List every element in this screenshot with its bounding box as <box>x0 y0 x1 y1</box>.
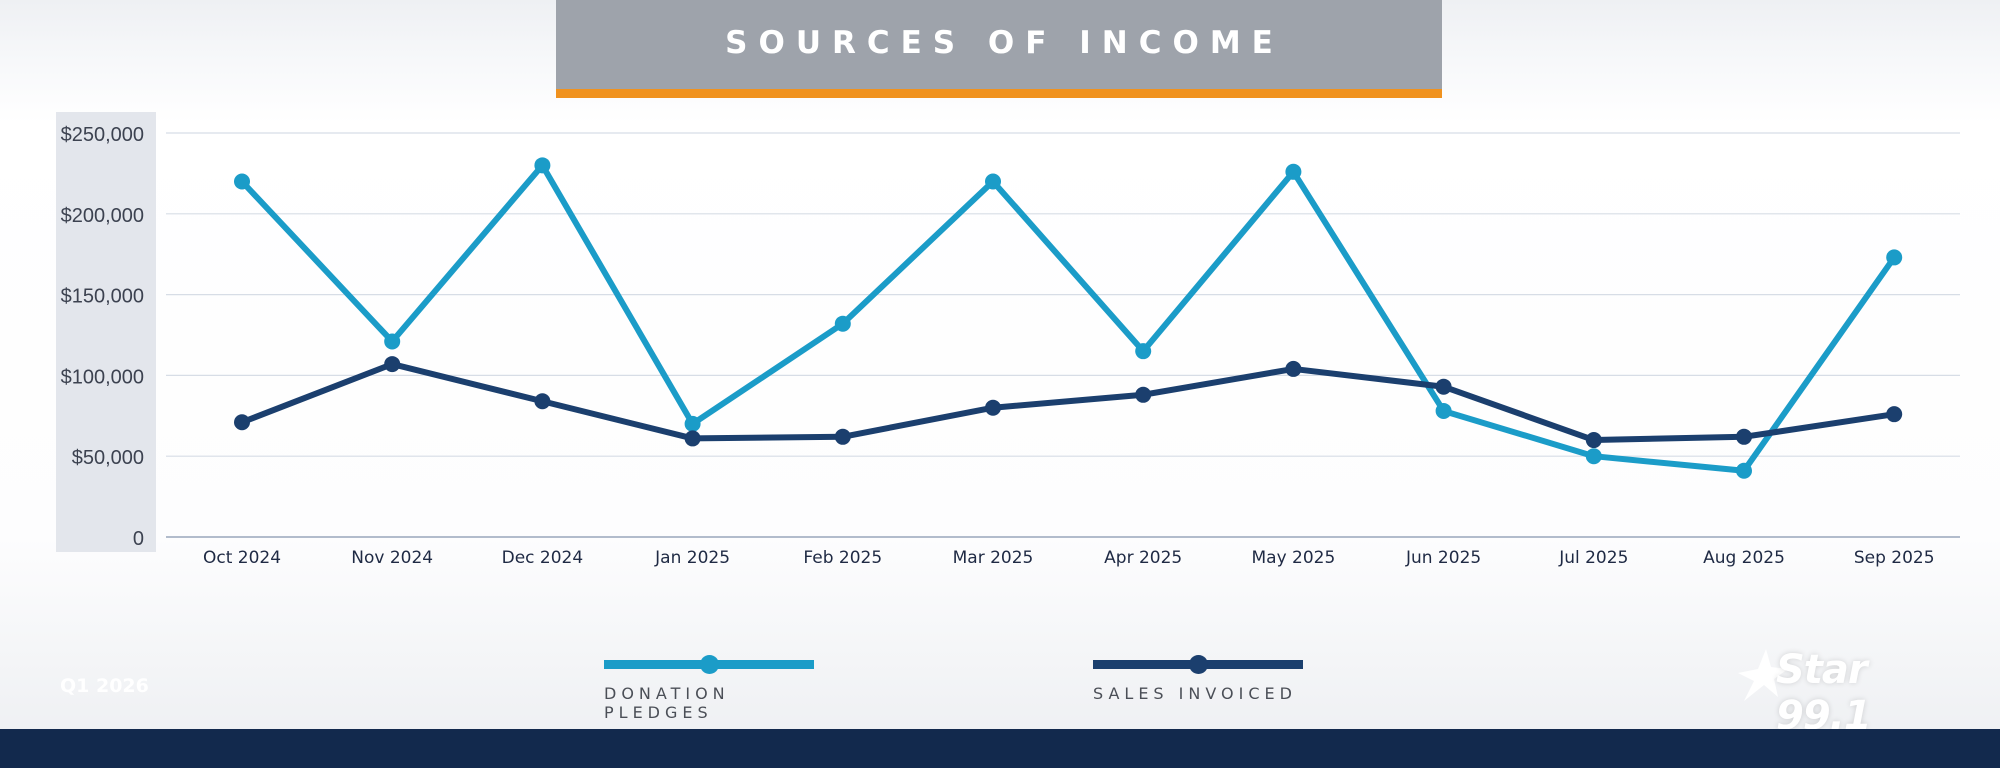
series-line-sales-invoiced <box>239 361 1898 444</box>
y-tick-label: 0 <box>133 528 144 550</box>
data-point-donation-pledges <box>384 333 401 350</box>
data-point-sales-invoiced <box>1135 386 1152 403</box>
data-point-sales-invoiced <box>1435 378 1452 395</box>
x-tick-label: Mar 2025 <box>953 548 1034 568</box>
data-point-donation-pledges <box>1736 462 1752 479</box>
x-tick-label: Nov 2024 <box>351 548 433 568</box>
data-point-donation-pledges <box>684 415 701 432</box>
x-tick-label: Oct 2024 <box>203 548 281 568</box>
y-tick-label: $150,000 <box>61 286 144 308</box>
data-point-sales-invoiced <box>384 356 401 373</box>
y-tick-label: $200,000 <box>61 205 144 227</box>
star-icon <box>1738 649 1788 701</box>
y-tick-label: $100,000 <box>61 366 144 388</box>
data-point-sales-invoiced <box>1886 406 1903 423</box>
data-point-donation-pledges <box>1886 249 1903 266</box>
x-tick-label: Apr 2025 <box>1104 548 1182 568</box>
title-bar: SOURCES OF INCOME <box>556 0 1442 98</box>
data-point-donation-pledges <box>985 173 1001 190</box>
data-point-donation-pledges <box>1285 163 1302 180</box>
line-chart: 0 $50,000 $100,000 $150,000 $200,000 $250,000… <box>61 124 1960 568</box>
quarter-label: Q1 2026 <box>60 675 149 697</box>
logo-text: Star 99.1 <box>1776 647 1872 739</box>
data-point-sales-invoiced <box>534 393 551 410</box>
x-tick-label: Dec 2024 <box>502 548 584 568</box>
chart-title: SOURCES OF INCOME <box>725 24 1284 61</box>
data-point-sales-invoiced <box>1585 432 1602 449</box>
footer-bar <box>0 729 2000 768</box>
data-point-donation-pledges <box>534 157 551 174</box>
series-line-donation-pledges <box>239 162 1898 474</box>
data-point-sales-invoiced <box>684 430 701 447</box>
station-logo: Star 99.1 <box>1736 645 1962 739</box>
legend-sales-marker <box>1189 655 1208 674</box>
data-point-sales-invoiced <box>1736 428 1752 445</box>
x-tick-label: Jun 2025 <box>1405 548 1481 568</box>
x-tick-label: May 2025 <box>1251 548 1335 568</box>
data-point-sales-invoiced <box>1285 360 1302 377</box>
x-tick-label: Feb 2025 <box>803 548 882 568</box>
data-point-sales-invoiced <box>834 428 851 445</box>
legend-sales-label: SALES INVOICED <box>1093 684 1297 703</box>
data-point-donation-pledges <box>834 315 851 332</box>
x-tick-label: Aug 2025 <box>1703 548 1785 568</box>
data-point-donation-pledges <box>1135 343 1152 360</box>
data-point-sales-invoiced <box>985 399 1001 416</box>
x-tick-label: Jan 2025 <box>654 548 730 568</box>
y-tick-label: $250,000 <box>61 124 144 146</box>
data-point-donation-pledges <box>1435 402 1452 419</box>
data-point-donation-pledges <box>234 173 250 190</box>
data-point-donation-pledges <box>1585 448 1602 465</box>
y-axis-panel <box>56 112 156 552</box>
data-point-sales-invoiced <box>234 414 250 431</box>
legend-donation-marker <box>700 655 719 674</box>
legend-donation-label: DONATION PLEDGES <box>604 684 730 722</box>
x-tick-label: Sep 2025 <box>1854 548 1935 568</box>
x-tick-label: Jul 2025 <box>1558 548 1628 568</box>
y-tick-label: $50,000 <box>72 447 144 469</box>
